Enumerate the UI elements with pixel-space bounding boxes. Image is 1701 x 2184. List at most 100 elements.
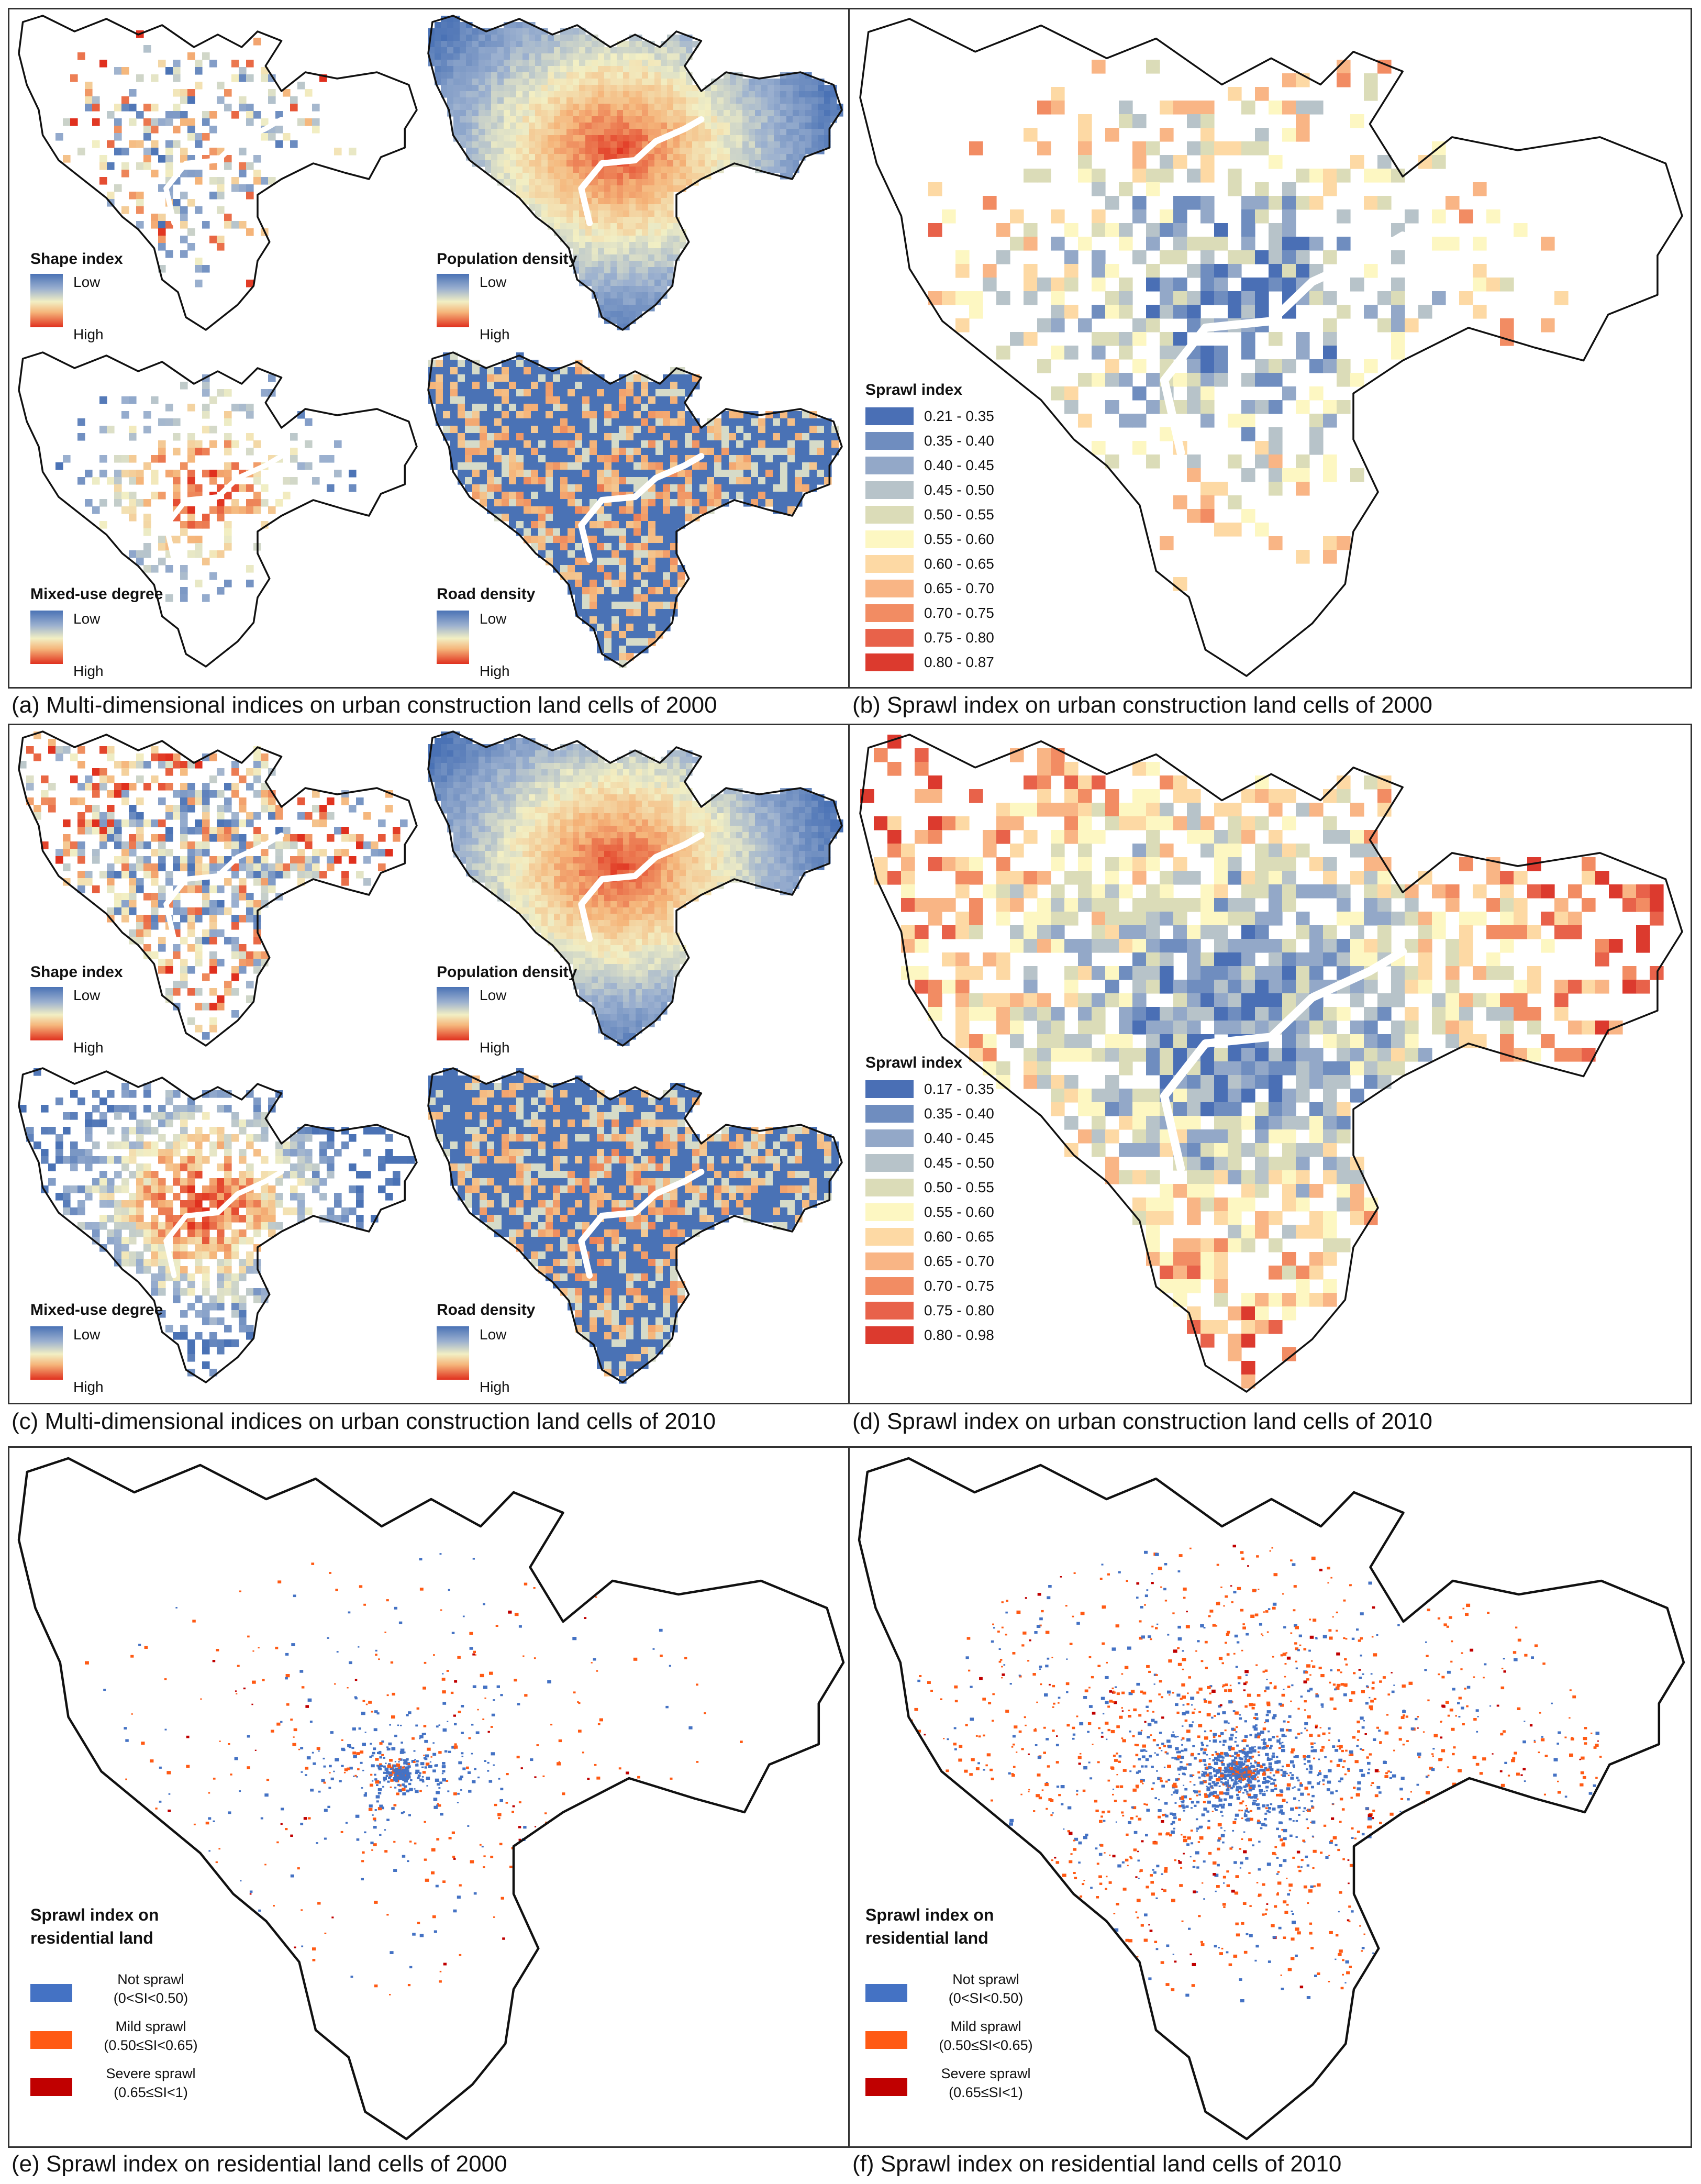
map-cell <box>667 801 674 807</box>
map-cell <box>510 116 517 123</box>
map-cell <box>566 116 573 123</box>
map-cell <box>491 104 498 110</box>
map-cell <box>1173 495 1187 509</box>
map-cell <box>1146 182 1160 196</box>
map-cell <box>538 404 546 412</box>
map-cell <box>642 135 649 142</box>
map-cell <box>465 455 473 463</box>
map-cell <box>485 129 492 136</box>
map-cell <box>502 477 509 485</box>
map-cell <box>774 807 781 814</box>
map-cell <box>497 763 504 770</box>
map-cell <box>830 110 837 117</box>
map-cell <box>349 470 357 478</box>
map-cell <box>491 813 498 820</box>
map-cell <box>612 484 619 492</box>
map-cell <box>504 116 510 123</box>
map-cell <box>187 89 195 97</box>
map-cell <box>655 514 663 522</box>
map-cell <box>566 104 573 110</box>
map-cell <box>129 140 137 148</box>
map-cell <box>579 79 586 85</box>
map-cell <box>195 790 203 798</box>
map-cell <box>642 775 649 782</box>
map-cell <box>612 543 619 551</box>
map-cell <box>180 783 188 791</box>
map-cell <box>585 236 592 242</box>
map-cell <box>1337 73 1351 87</box>
map-cell <box>573 179 580 186</box>
map-cell <box>187 455 195 463</box>
map-cell <box>510 807 517 814</box>
map-cell <box>485 116 492 123</box>
map-cell <box>453 60 460 66</box>
map-cell <box>604 536 612 544</box>
map-cell <box>114 148 122 156</box>
map-cell <box>509 404 517 412</box>
map-cell <box>487 418 495 426</box>
map-cell <box>151 565 159 573</box>
map-cell <box>479 154 485 161</box>
map-cell <box>955 250 970 264</box>
map-cell <box>604 404 612 412</box>
map-cell <box>811 110 818 117</box>
map-cell <box>629 97 636 104</box>
map-cell <box>805 123 812 129</box>
map-cell <box>774 129 781 136</box>
map-cell <box>787 470 795 478</box>
map-cell <box>824 426 832 434</box>
map-cell <box>604 97 611 104</box>
map-cell <box>504 807 510 814</box>
map-cell <box>648 448 656 456</box>
map-cell <box>724 116 730 123</box>
map-cell <box>655 492 663 500</box>
map-cell <box>793 794 799 801</box>
map-cell <box>114 455 122 463</box>
map-cell <box>619 624 627 631</box>
map-cell <box>129 477 137 485</box>
map-cell <box>253 790 261 798</box>
map-cell <box>1255 141 1269 156</box>
grad-high-road: High <box>480 663 510 679</box>
legend-swatch <box>865 506 914 524</box>
map-cell <box>504 154 510 161</box>
map-cell <box>680 79 686 85</box>
map-cell <box>610 763 617 770</box>
map-cell <box>582 484 590 492</box>
map-cell <box>1241 414 1255 428</box>
map-cell <box>626 602 634 609</box>
map-cell <box>711 141 718 148</box>
map-cell <box>633 382 641 390</box>
map-cell <box>70 753 78 761</box>
map-cell <box>575 418 583 426</box>
map-cell <box>633 396 641 404</box>
map-cell <box>568 521 575 529</box>
map-cell <box>655 389 663 397</box>
map-cell <box>516 110 523 117</box>
map-cell <box>151 470 159 478</box>
map-cell <box>1078 318 1092 332</box>
map-cell <box>573 72 580 79</box>
map-cell <box>592 236 598 242</box>
map-cell <box>592 135 598 142</box>
map-cell <box>677 492 685 500</box>
map-cell <box>504 85 510 92</box>
map-cell <box>107 790 115 798</box>
map-cell <box>1323 318 1337 332</box>
map-cell <box>598 129 605 136</box>
map-cell <box>1241 373 1255 387</box>
map-cell <box>297 856 305 864</box>
map-cell <box>48 746 56 754</box>
map-cell <box>566 47 573 54</box>
map-cell <box>590 521 597 529</box>
map-cell <box>686 41 693 48</box>
map-cell <box>604 305 611 312</box>
map-cell <box>560 79 567 85</box>
map-cell <box>107 162 115 170</box>
map-cell <box>585 801 592 807</box>
map-cell <box>654 769 661 776</box>
map-cell <box>504 179 510 186</box>
map-cell <box>667 217 674 224</box>
map-cell <box>195 841 203 849</box>
map-cell <box>633 411 641 419</box>
